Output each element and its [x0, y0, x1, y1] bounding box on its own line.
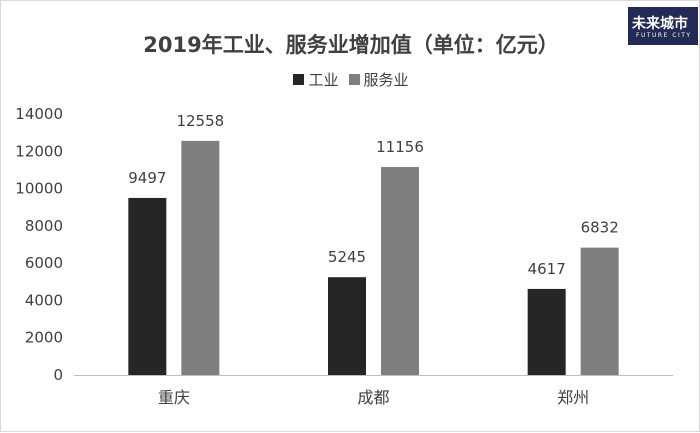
chart-title: 2019年工业、服务业增加值（单位：亿元） [143, 33, 559, 57]
x-category-label: 重庆 [158, 388, 190, 407]
bar [527, 288, 566, 375]
legend-label-services: 服务业 [363, 71, 409, 89]
data-label: 5245 [328, 248, 366, 266]
y-tick-label: 10000 [15, 180, 63, 198]
y-tick-label: 6000 [25, 254, 63, 272]
bar [128, 197, 167, 375]
x-category-label: 成都 [357, 388, 389, 407]
future-city-logo: 未来城市 FUTURE CITY [628, 7, 698, 45]
y-tick-label: 14000 [15, 105, 63, 123]
bar [381, 167, 419, 375]
bar [580, 247, 619, 375]
logo-text: 未来城市 [632, 16, 688, 32]
legend-swatch-services [348, 74, 360, 85]
bar [181, 140, 220, 375]
y-tick-label: 2000 [25, 329, 63, 347]
y-tick-label: 12000 [15, 142, 63, 160]
data-label: 9497 [128, 169, 166, 187]
y-tick-label: 0 [53, 366, 63, 384]
chart-legend: 工业 服务业 [1, 69, 700, 90]
data-label: 4617 [528, 260, 566, 278]
legend-label-industry: 工业 [308, 71, 339, 89]
x-category-label: 郑州 [557, 388, 589, 407]
data-label: 12558 [176, 112, 224, 130]
legend-item-industry: 工业 [293, 69, 339, 90]
bar [328, 277, 366, 375]
y-tick-label: 8000 [25, 217, 63, 235]
legend-item-services: 服务业 [348, 69, 409, 90]
legend-swatch-industry [293, 74, 305, 85]
data-label: 11156 [376, 138, 424, 156]
logo-subtext: FUTURE CITY [636, 32, 692, 39]
y-tick-label: 4000 [25, 291, 63, 309]
data-label: 6832 [581, 219, 619, 237]
